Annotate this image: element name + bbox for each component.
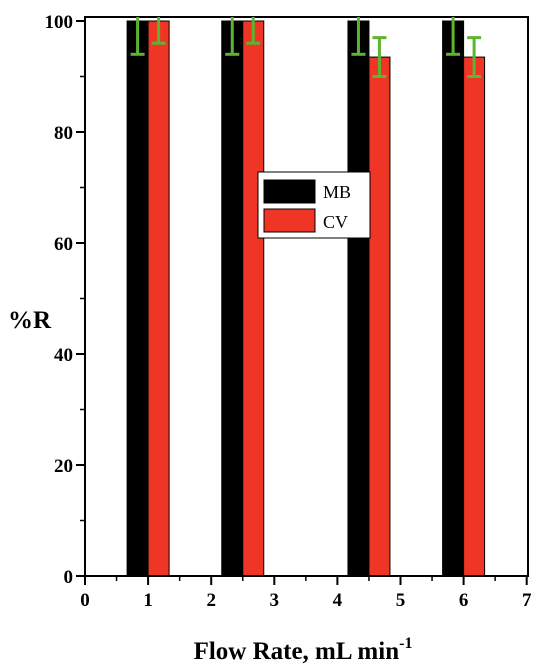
bar-cv-3: [368, 56, 391, 577]
bar-mb-4: [442, 20, 465, 577]
bar-cv-1: [147, 20, 170, 577]
error-bar-cv-3: [372, 36, 387, 78]
error-bar-mb-4: [446, 17, 461, 56]
error-bar-mb-3: [351, 17, 366, 56]
error-bar-cv-1: [151, 17, 166, 45]
bar-cv-2: [242, 20, 265, 577]
axis-ticks: 0 20 40 60 80 100 0 1 2 3 4 5 6 7: [45, 12, 532, 611]
y-tick-label-0: 0: [64, 567, 74, 588]
error-bar-cv-2: [246, 17, 261, 45]
legend-swatch-cv: [263, 208, 316, 233]
x-tick-label-1: 1: [143, 590, 153, 611]
x-axis-title-main: Flow Rate, mL min: [194, 638, 400, 665]
plot-area: [126, 20, 486, 577]
x-tick-label-5: 5: [396, 590, 406, 611]
x-tick-label-7: 7: [522, 590, 532, 611]
legend-swatch-mb: [263, 179, 316, 204]
legend: MB CV: [257, 171, 371, 239]
error-bars: [130, 17, 482, 78]
x-tick-label-2: 2: [206, 590, 216, 611]
error-bar-mb-2: [225, 17, 240, 56]
y-tick-label-20: 20: [54, 456, 73, 477]
bar-mb-3: [347, 20, 370, 577]
x-tick-label-6: 6: [459, 590, 469, 611]
error-bar-mb-1: [130, 17, 145, 56]
y-axis-title: %R: [8, 307, 52, 334]
bar-mb-2: [221, 20, 244, 577]
legend-label-mb: MB: [323, 182, 351, 202]
error-bar-cv-4: [467, 36, 482, 78]
x-tick-label-3: 3: [270, 590, 280, 611]
y-tick-label-80: 80: [54, 123, 73, 144]
x-tick-label-0: 0: [80, 590, 90, 611]
y-tick-label-100: 100: [45, 12, 74, 33]
bar-mb-1: [126, 20, 149, 577]
y-tick-label-60: 60: [54, 234, 73, 255]
x-axis-title-superscript: -1: [399, 635, 412, 652]
y-tick-label-40: 40: [54, 345, 73, 366]
bar-cv-4: [463, 56, 486, 577]
x-axis-title: Flow Rate, mL min-1: [194, 635, 413, 665]
x-tick-label-4: 4: [333, 590, 343, 611]
legend-label-cv: CV: [323, 212, 348, 232]
